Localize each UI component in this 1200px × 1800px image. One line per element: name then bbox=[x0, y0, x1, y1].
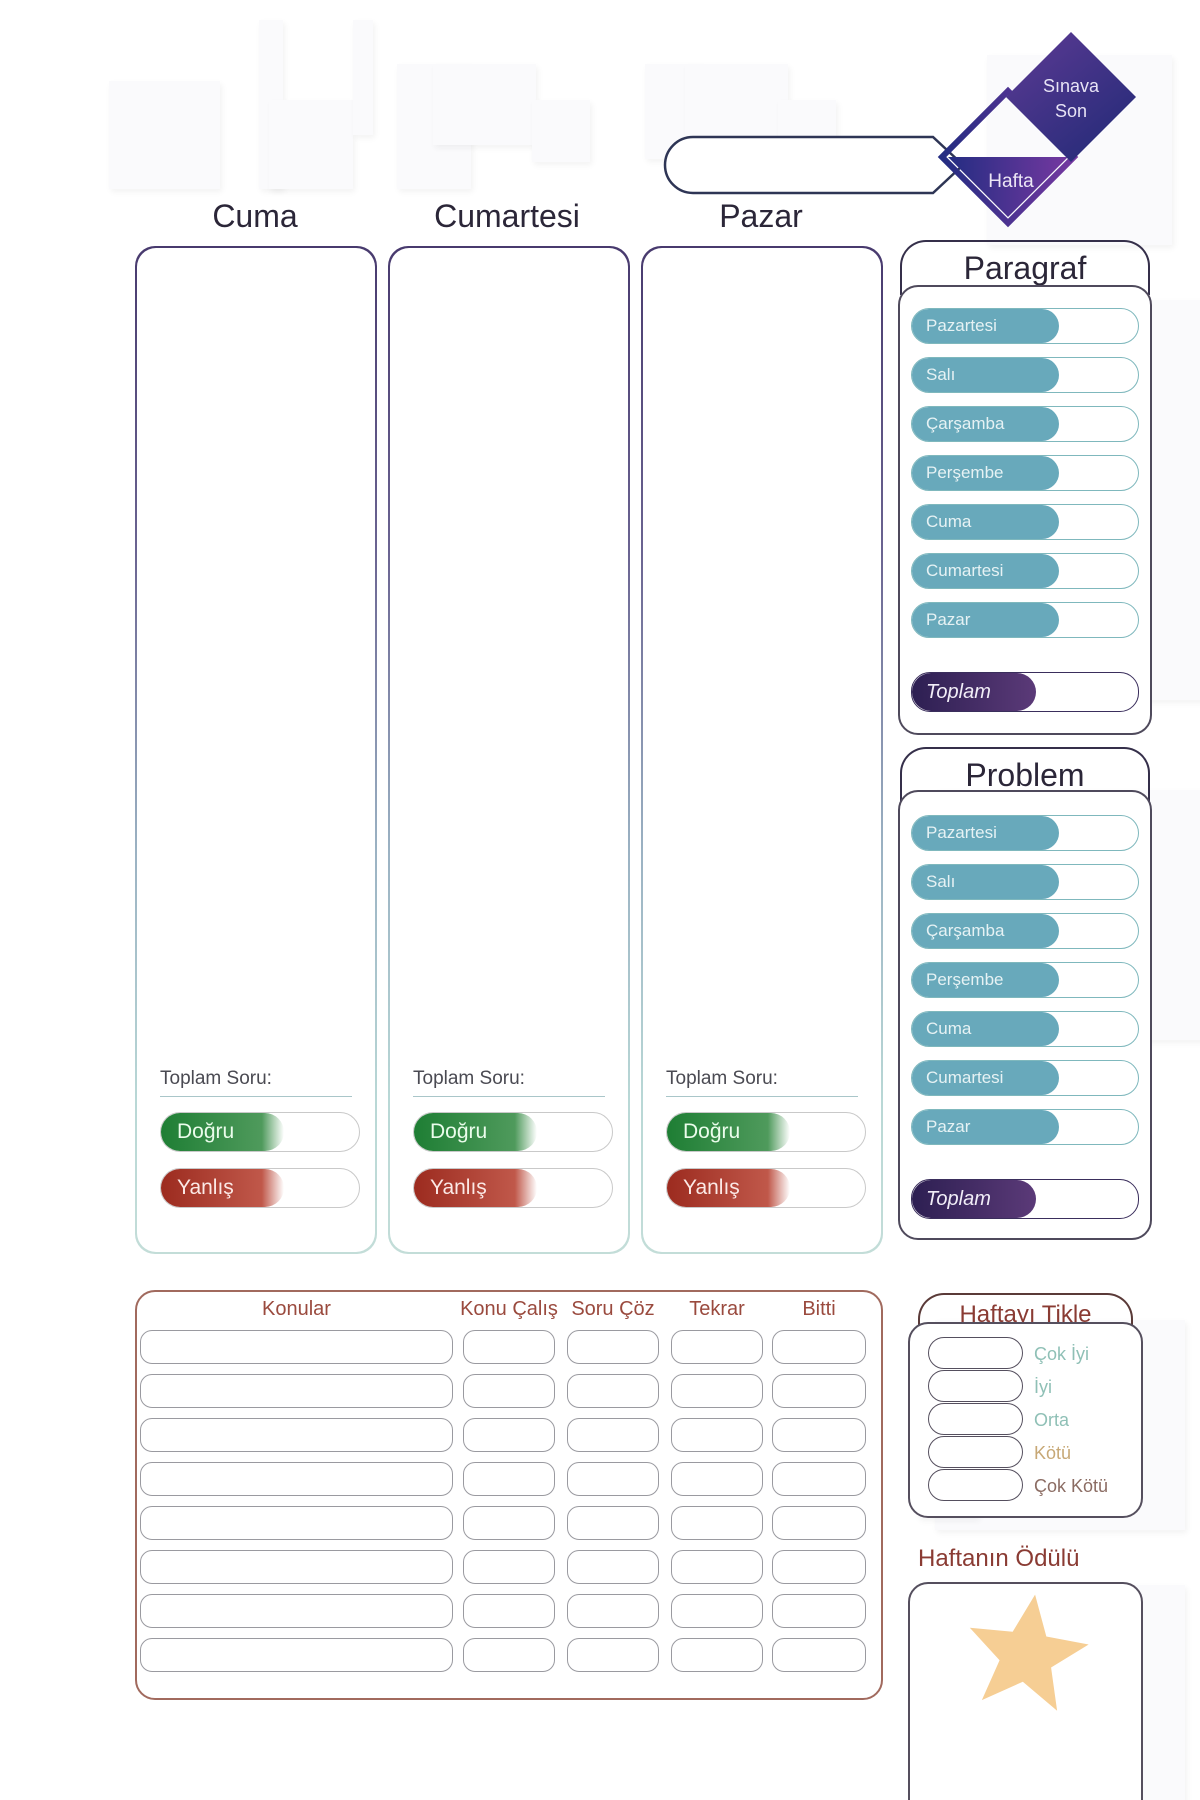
svg-text:Sınava: Sınava bbox=[1043, 76, 1100, 96]
svg-text:Hafta: Hafta bbox=[988, 171, 1034, 192]
svg-text:Son: Son bbox=[1055, 101, 1087, 121]
